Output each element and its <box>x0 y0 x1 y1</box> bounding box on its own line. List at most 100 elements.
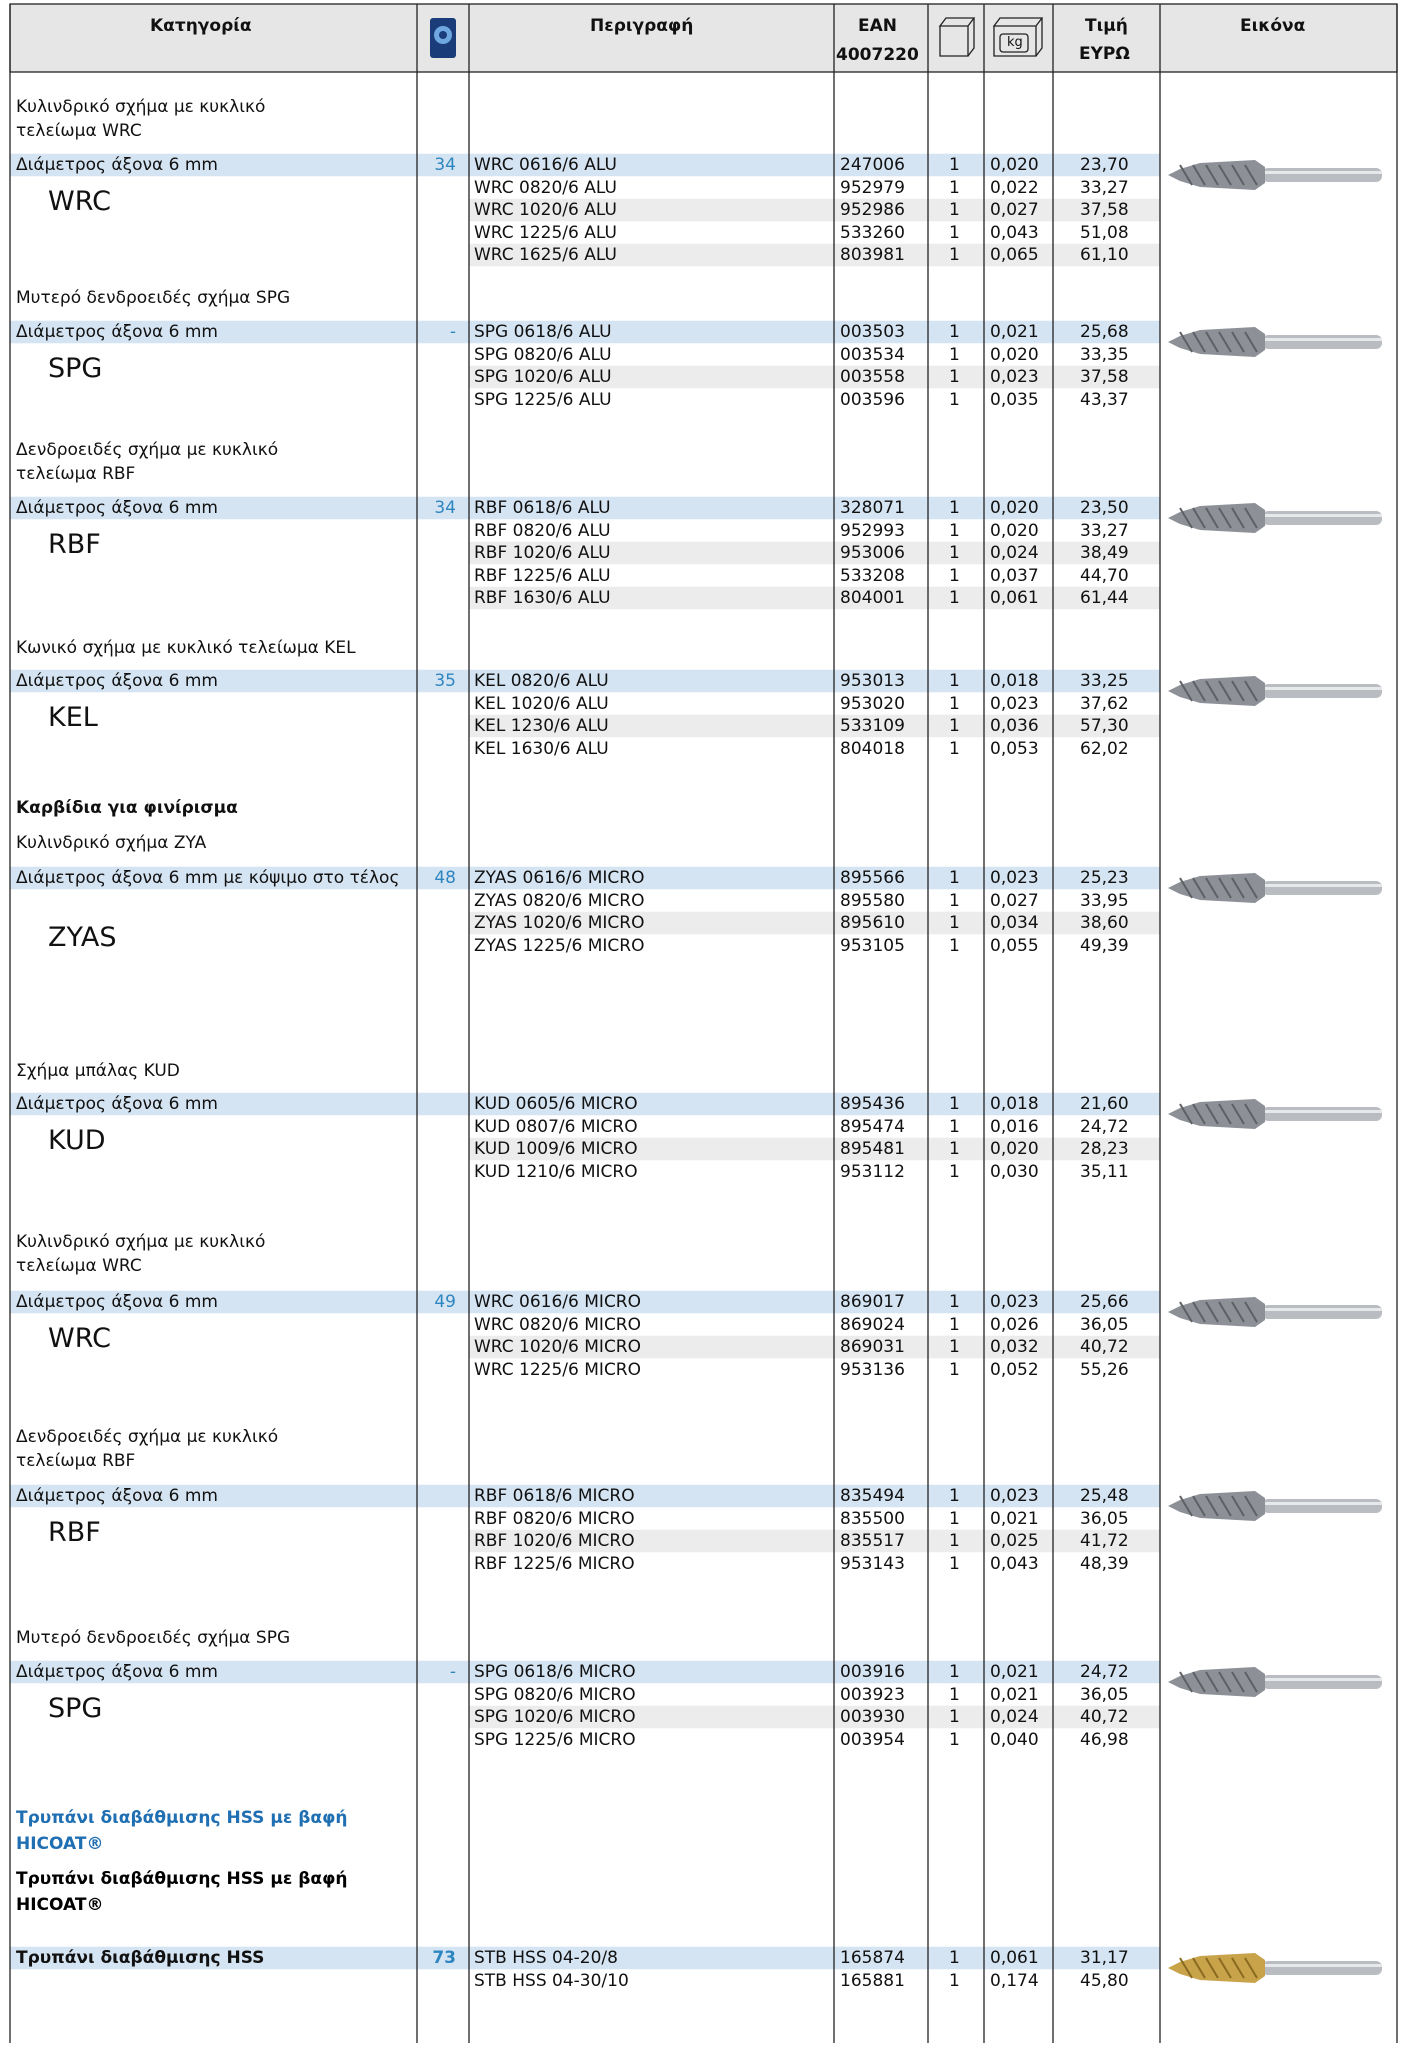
shaft-diameter: Διάμετρος άξονα 6 mm <box>16 1486 218 1506</box>
quantity: 1 <box>949 344 960 365</box>
page-ref: 34 <box>434 155 456 175</box>
price: 49,39 <box>1080 935 1129 956</box>
ean: 952993 <box>840 520 905 541</box>
description: RBF 0820/6 MICRO <box>474 1508 635 1529</box>
shaft-diameter: Διάμετρος άξονα 6 mm <box>16 1662 218 1682</box>
quantity: 1 <box>949 890 960 911</box>
page-ref: 35 <box>434 671 456 691</box>
price: 37,62 <box>1080 693 1129 714</box>
weight: 0,036 <box>990 716 1039 736</box>
shaft-diameter: Διάμετρος άξονα 6 mm <box>16 155 218 175</box>
description: STB HSS 04-20/8 <box>474 1948 618 1968</box>
weight: 0,021 <box>990 1684 1039 1705</box>
quantity: 1 <box>949 588 960 608</box>
row-band <box>469 714 1160 738</box>
weight: 0,020 <box>990 498 1039 518</box>
weight: 0,023 <box>990 1292 1039 1312</box>
quantity: 1 <box>949 177 960 198</box>
price: 23,50 <box>1080 498 1129 518</box>
group-heading: Καρβίδια για φινίρισμα <box>16 798 238 818</box>
section-title: τελείωμα RBF <box>16 1450 136 1471</box>
shaft-diameter: Διάμετρος άξονα 6 mm <box>16 498 218 518</box>
weight: 0,061 <box>990 1948 1039 1968</box>
description: RBF 0820/6 ALU <box>474 520 611 541</box>
product-code: SPG <box>48 353 103 384</box>
weight: 0,022 <box>990 177 1039 198</box>
description: RBF 1225/6 MICRO <box>474 1553 635 1574</box>
header-currency: ΕΥΡΩ <box>1079 44 1130 64</box>
price: 37,58 <box>1080 200 1129 220</box>
quantity: 1 <box>949 389 960 410</box>
shaft-diameter: Διάμετρος άξονα 6 mm <box>16 1292 218 1312</box>
kg-box-icon <box>992 17 1044 57</box>
product-code: RBF <box>48 529 101 560</box>
weight: 0,026 <box>990 1314 1039 1335</box>
weight: 0,174 <box>990 1970 1039 1991</box>
tool-image <box>1168 1953 1382 1983</box>
price: 25,48 <box>1080 1486 1129 1506</box>
description: SPG 0618/6 MICRO <box>474 1662 636 1682</box>
weight: 0,030 <box>990 1161 1039 1182</box>
shaft-diameter: Διάμετρος άξονα 6 mm <box>16 1094 218 1114</box>
row-band <box>10 1484 1160 1508</box>
product-code: ZYAS <box>48 922 117 953</box>
weight: 0,027 <box>990 890 1039 911</box>
description: ZYAS 0616/6 MICRO <box>474 868 645 888</box>
description: RBF 1020/6 MICRO <box>474 1531 635 1551</box>
quantity: 1 <box>949 1116 960 1137</box>
price: 25,23 <box>1080 868 1129 888</box>
description: RBF 1020/6 ALU <box>474 543 611 563</box>
row-band <box>10 669 1160 693</box>
header-image: Εικόνα <box>1240 16 1306 36</box>
ean: 003916 <box>840 1662 905 1682</box>
row-band <box>10 496 1160 520</box>
row-band <box>469 1529 1160 1553</box>
product-code: WRC <box>48 1323 111 1354</box>
description: ZYAS 0820/6 MICRO <box>474 890 645 911</box>
price: 33,95 <box>1080 890 1129 911</box>
header-description: Περιγραφή <box>590 16 694 36</box>
ean: 533109 <box>840 716 905 736</box>
weight: 0,052 <box>990 1359 1039 1380</box>
header-bg <box>9 3 1398 73</box>
section-title: Μυτερό δενδροειδές σχήμα SPG <box>16 288 291 308</box>
quantity: 1 <box>949 1292 960 1312</box>
price: 40,72 <box>1080 1337 1129 1357</box>
tool-image <box>1168 1099 1382 1129</box>
weight: 0,032 <box>990 1337 1039 1357</box>
price: 25,68 <box>1080 322 1129 342</box>
description: RBF 0618/6 MICRO <box>474 1486 635 1506</box>
description: STB HSS 04-30/10 <box>474 1970 629 1991</box>
price: 44,70 <box>1080 565 1129 586</box>
ean: 895481 <box>840 1139 905 1159</box>
tool-image <box>1168 873 1382 903</box>
quantity: 1 <box>949 245 960 265</box>
section-title: Δενδροειδές σχήμα με κυκλικό <box>16 440 279 460</box>
price: 28,23 <box>1080 1139 1129 1159</box>
page-ref: 34 <box>434 498 456 518</box>
shaft-diameter: Διάμετρος άξονα 6 mm <box>16 671 218 691</box>
row-band <box>469 1335 1160 1359</box>
ean: 003534 <box>840 344 905 365</box>
quantity: 1 <box>949 1684 960 1705</box>
price: 61,10 <box>1080 245 1129 265</box>
page-ref: 48 <box>434 868 456 888</box>
ean: 953136 <box>840 1359 905 1380</box>
product-code: KEL <box>48 702 98 733</box>
description: ZYAS 1020/6 MICRO <box>474 913 645 933</box>
price: 33,35 <box>1080 344 1129 365</box>
column-lines <box>9 4 1398 2043</box>
description: ZYAS 1225/6 MICRO <box>474 935 645 956</box>
weight: 0,040 <box>990 1729 1039 1750</box>
price: 25,66 <box>1080 1292 1129 1312</box>
quantity: 1 <box>949 1139 960 1159</box>
box-icon <box>938 17 976 57</box>
price: 24,72 <box>1080 1116 1129 1137</box>
row-band <box>10 153 1160 177</box>
price: 36,05 <box>1080 1314 1129 1335</box>
weight: 0,061 <box>990 588 1039 608</box>
ean: 003954 <box>840 1729 905 1750</box>
ean: 835517 <box>840 1531 905 1551</box>
price: 51,08 <box>1080 222 1129 243</box>
section-title: τελείωμα WRC <box>16 120 142 141</box>
